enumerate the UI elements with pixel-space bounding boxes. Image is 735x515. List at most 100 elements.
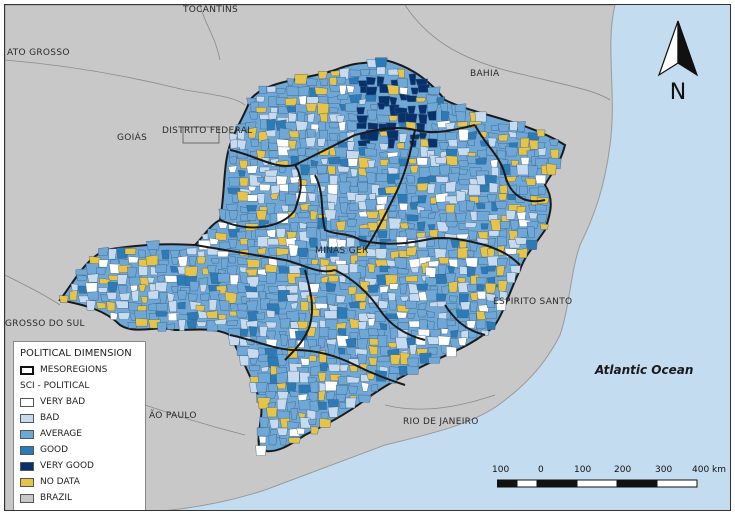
municipality-cell <box>276 391 289 402</box>
municipality-cell <box>476 237 489 245</box>
mesoregion-border <box>314 174 361 241</box>
municipality-cell <box>108 263 121 274</box>
municipality-cell <box>246 320 259 328</box>
municipality-cell <box>186 311 200 321</box>
municipality-cell <box>368 345 378 355</box>
legend-label: MESOREGIONS <box>40 365 108 375</box>
municipality-cell <box>418 104 428 114</box>
municipality-cell <box>236 345 249 356</box>
municipality-cell <box>290 408 299 420</box>
municipality-cell <box>364 94 377 102</box>
state-border-goias <box>5 59 246 106</box>
municipality-cell <box>378 142 389 151</box>
municipality-cell <box>239 355 250 366</box>
municipality-cell <box>518 185 528 195</box>
municipality-cell <box>310 210 318 221</box>
legend-swatch-very-bad <box>20 398 34 407</box>
label-bahia: BAHIA <box>470 69 500 79</box>
label-rio-de-janeiro: RIO DE JANEIRO <box>403 417 479 427</box>
municipality-cell <box>177 319 186 331</box>
municipality-cell <box>348 202 359 211</box>
municipality-cell <box>226 320 239 326</box>
municipality-cell <box>545 163 557 176</box>
municipality-cell <box>357 80 368 87</box>
municipality-cell <box>106 292 118 300</box>
municipality-cell <box>466 250 475 258</box>
municipality-cell <box>140 295 148 304</box>
municipality-cell <box>410 134 421 140</box>
municipality-cell <box>537 214 548 223</box>
municipality-cell <box>538 185 547 195</box>
municipality-cell <box>338 121 347 131</box>
municipality-cell <box>416 308 428 318</box>
municipality-cell <box>328 363 342 372</box>
municipality-cell <box>358 328 371 339</box>
municipality-cell <box>489 182 499 193</box>
municipality-cell <box>184 266 199 278</box>
municipality-cell <box>239 177 249 187</box>
municipality-cell <box>456 140 468 149</box>
mesoregion-border <box>194 244 336 273</box>
municipality-cell <box>266 85 277 93</box>
municipality-cell <box>265 321 278 329</box>
municipality-cell <box>419 131 428 139</box>
municipality-cell <box>490 219 501 231</box>
municipality-cell <box>457 277 467 283</box>
municipality-cell <box>377 356 391 363</box>
municipality-cell <box>369 104 378 110</box>
north-arrow-label: N <box>670 80 686 105</box>
municipality-cell <box>124 248 137 255</box>
municipality-cell <box>494 201 508 209</box>
municipality-cell <box>329 77 338 86</box>
municipality-cell <box>357 181 368 193</box>
municipality-cell <box>448 172 460 184</box>
municipality-cell <box>139 277 150 287</box>
municipality-cell <box>327 165 336 175</box>
municipality-cell <box>266 293 279 301</box>
municipality-cell <box>276 398 288 410</box>
municipality-cell <box>216 250 230 258</box>
municipality-cell <box>219 300 230 311</box>
municipality-cell <box>257 372 271 384</box>
municipality-cell <box>297 111 306 123</box>
municipality-cell <box>207 264 217 274</box>
municipality-cell <box>266 406 278 418</box>
mesoregion-border <box>334 269 426 341</box>
municipality-cell <box>327 184 339 196</box>
state-border-bahia <box>404 5 611 101</box>
municipality-cell <box>260 139 270 151</box>
municipality-cell <box>497 258 508 269</box>
municipality-cell <box>316 165 328 175</box>
municipality-cell <box>155 311 168 317</box>
municipality-cell <box>457 247 469 259</box>
municipality-cell <box>268 150 279 158</box>
municipality-cell <box>408 344 418 355</box>
municipality-cell <box>535 203 548 212</box>
municipality-cell <box>386 130 399 141</box>
municipality-cell <box>118 285 128 295</box>
municipality-cell <box>407 222 415 229</box>
municipality-cell <box>235 310 248 319</box>
municipality-cell <box>429 196 438 205</box>
municipality-cell <box>416 182 429 192</box>
municipality-cell <box>155 302 169 312</box>
municipality-cell <box>388 217 402 230</box>
municipality-cell <box>366 109 378 121</box>
municipality-cell <box>258 85 268 94</box>
scale-tick-label: 100 <box>492 465 510 475</box>
municipality-cell <box>527 164 539 177</box>
municipality-cell <box>98 259 109 268</box>
legend-label: BRAZIL <box>40 493 73 503</box>
municipality-cell <box>497 123 510 132</box>
municipality-cell <box>228 238 238 249</box>
municipality-cell <box>376 230 388 238</box>
municipality-cell <box>499 290 508 302</box>
municipality-cell <box>339 67 350 80</box>
municipality-cell <box>288 437 301 444</box>
municipality-cell <box>284 193 297 205</box>
municipality-cell <box>378 151 389 159</box>
municipality-cell <box>226 203 238 211</box>
municipality-cell <box>467 230 478 241</box>
municipality-cell <box>288 265 302 275</box>
municipality-cell <box>127 266 138 278</box>
